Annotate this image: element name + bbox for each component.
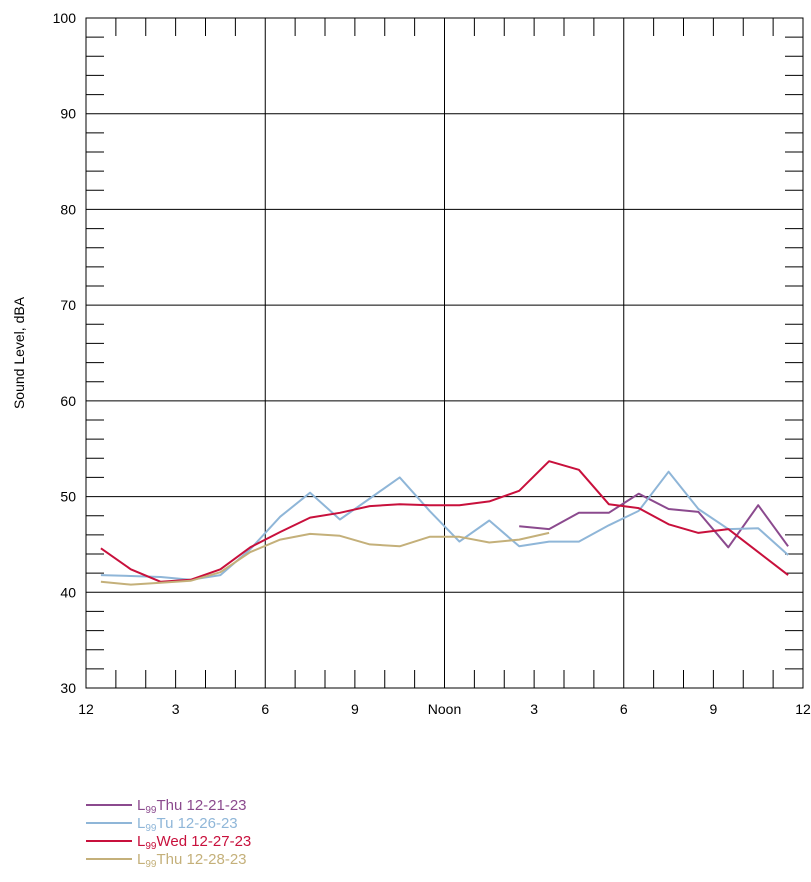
y-tick-label: 100 — [53, 10, 77, 26]
legend-label: L99Thu 12-21-23 — [137, 797, 247, 816]
x-tick-label: 6 — [620, 701, 628, 717]
y-tick-label: 90 — [60, 106, 76, 122]
x-tick-label: Noon — [428, 701, 461, 717]
legend-label: L99Wed 12-27-23 — [137, 833, 251, 852]
x-tick-label: 12 — [78, 701, 94, 717]
x-tick-label: 12 — [795, 701, 811, 717]
plot-frame — [85, 17, 804, 689]
x-tick-labels: 12 3 6 9 Noon 3 6 9 12 — [78, 701, 811, 717]
y-tick-label: 50 — [60, 489, 76, 505]
legend-label: L99Thu 12-28-23 — [137, 851, 247, 870]
series-line-2 — [100, 470, 789, 581]
x-tick-label: 6 — [261, 701, 269, 717]
grid — [86, 18, 803, 688]
x-tick-label: 9 — [351, 701, 359, 717]
series-line-1 — [519, 492, 789, 549]
y-tick-label: 30 — [60, 680, 76, 696]
y-axis-title: Sound Level, dBA — [11, 296, 27, 409]
x-tick-label: 3 — [530, 701, 538, 717]
y-tick-label: 60 — [60, 393, 76, 409]
series-layer — [100, 460, 789, 586]
x-tick-label: 3 — [172, 701, 180, 717]
legend-label: L99Tu 12-26-23 — [137, 815, 238, 834]
x-tick-label: 9 — [709, 701, 717, 717]
series-line-4 — [100, 531, 550, 586]
y-tick-label: 70 — [60, 297, 76, 313]
y-tick-label: 80 — [60, 201, 76, 217]
minor-ticks — [86, 18, 803, 688]
y-tick-labels: 30 40 50 60 70 80 90 100 — [53, 10, 77, 696]
series-line-3 — [100, 460, 789, 583]
y-tick-label: 40 — [60, 584, 76, 600]
